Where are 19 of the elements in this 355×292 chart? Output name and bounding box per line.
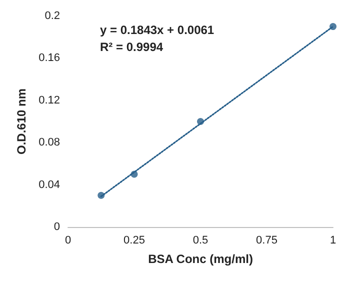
x-tick-label: 0.75 [256, 234, 278, 246]
y-tick-label: 0.16 [38, 52, 60, 64]
y-tick-label: 0 [54, 221, 60, 233]
x-tick-label: 0.5 [192, 234, 208, 246]
annotation: y = 0.1843x + 0.0061 [100, 23, 214, 37]
point [130, 170, 138, 178]
x-tick-label: 1 [330, 234, 336, 246]
y-tick-label: 0.08 [38, 136, 60, 149]
x-tick-label: 0.25 [124, 234, 145, 246]
point [197, 118, 204, 125]
x-tick-label: 0 [64, 234, 72, 246]
y-tick-label: 0.2 [44, 10, 60, 22]
point [330, 23, 336, 30]
y-tick-label: 0.12 [38, 94, 60, 106]
point [98, 192, 105, 199]
y-tick-label: 0.04 [38, 178, 60, 191]
y-axis-title: O.D.610 nm [14, 88, 29, 155]
x-axis-title: BSA Conc (mg/ml) [148, 252, 253, 266]
annotation: R² = 0.9994 [100, 40, 164, 54]
